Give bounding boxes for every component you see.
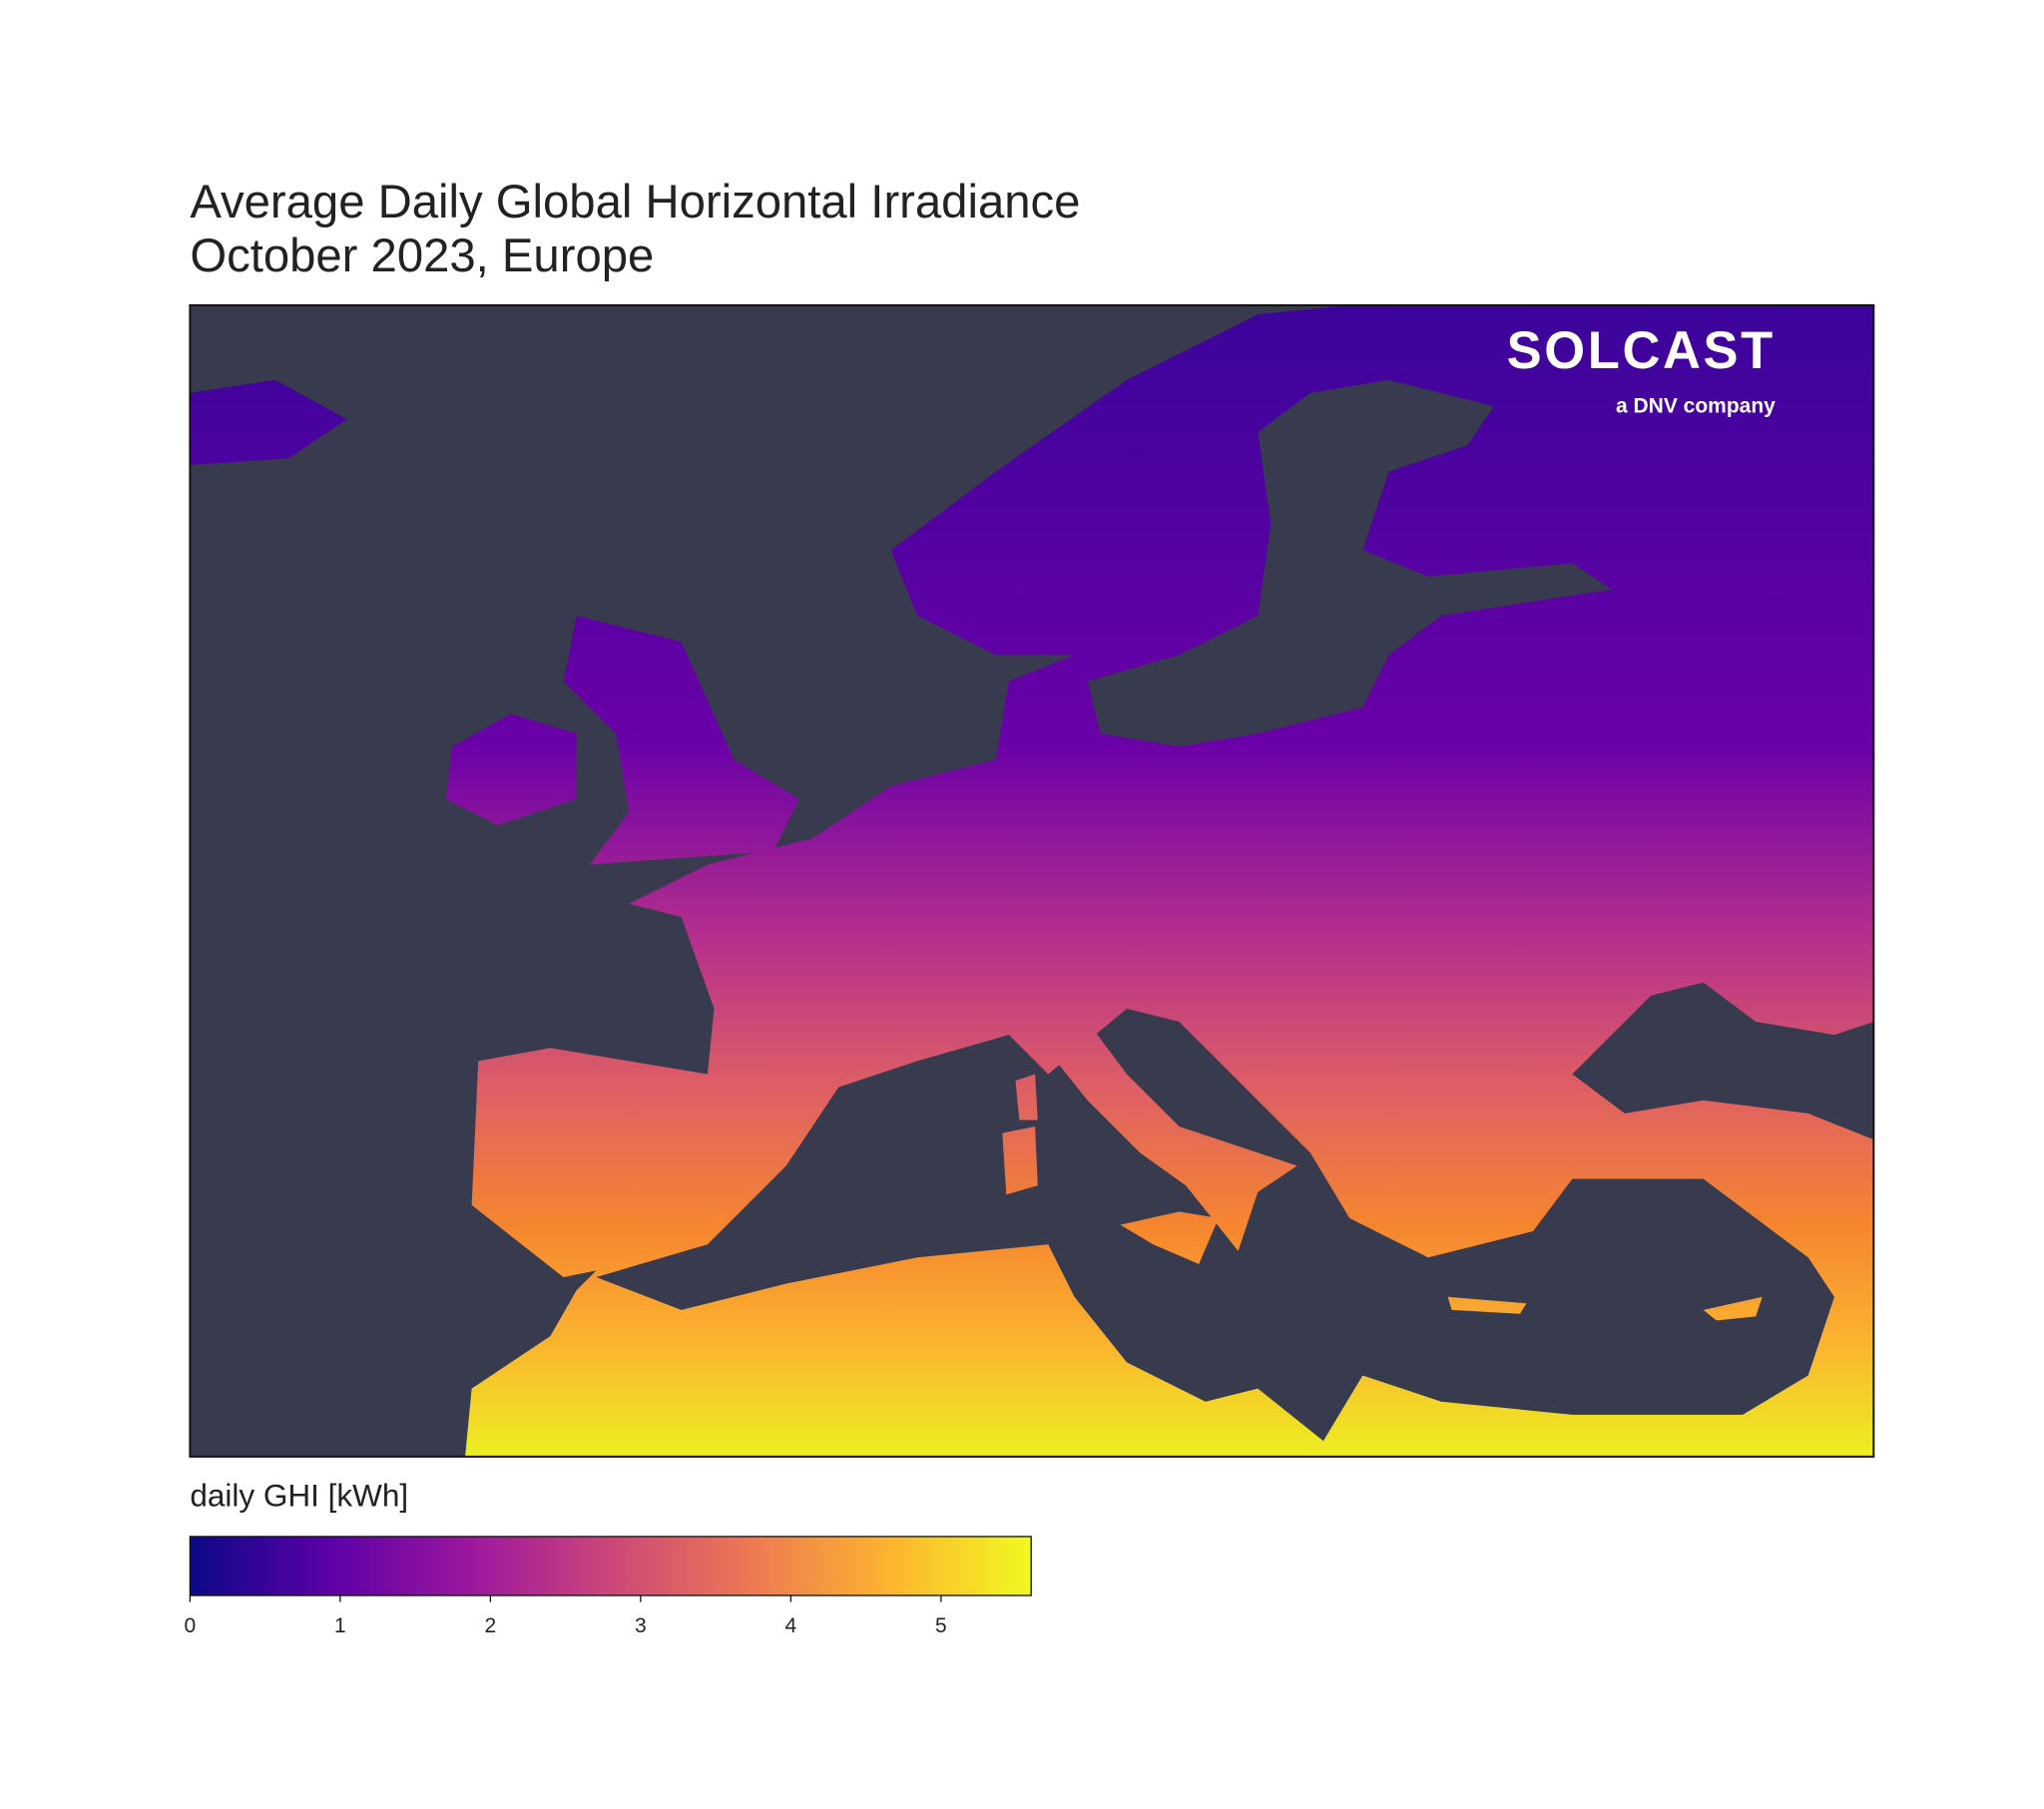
map-frame xyxy=(189,303,1875,1458)
crete xyxy=(1447,1296,1527,1314)
colorbar-ticks: 0 1 2 3 4 5 xyxy=(185,1595,947,1637)
iceland xyxy=(190,379,347,466)
logo-name: SOLCAST xyxy=(1507,321,1776,380)
black-sea xyxy=(1572,982,1874,1140)
title-line: October 2023, Europe xyxy=(190,229,654,282)
tick-label: 2 xyxy=(485,1614,497,1637)
colorbar xyxy=(189,1536,1032,1596)
corsica xyxy=(1015,1074,1038,1121)
tick-label: 1 xyxy=(334,1614,346,1637)
tick-label: 3 xyxy=(635,1614,647,1637)
map xyxy=(190,304,1874,1457)
title-line: Average Daily Global Horizontal Irradian… xyxy=(190,176,1080,228)
logo-tagline: a DNV company xyxy=(1616,395,1776,418)
sicily xyxy=(1120,1211,1219,1264)
britain xyxy=(563,616,799,865)
tick-label: 5 xyxy=(935,1614,947,1637)
islands xyxy=(190,379,1763,1321)
tick-label: 0 xyxy=(185,1614,197,1637)
baltic-sea xyxy=(1087,379,1612,747)
ireland xyxy=(445,713,577,826)
sardinia xyxy=(1002,1127,1038,1195)
colorbar-label: daily GHI [kWh] xyxy=(190,1478,408,1514)
italy xyxy=(1035,1021,1297,1251)
tick-label: 4 xyxy=(785,1614,797,1637)
cyprus xyxy=(1703,1296,1763,1321)
